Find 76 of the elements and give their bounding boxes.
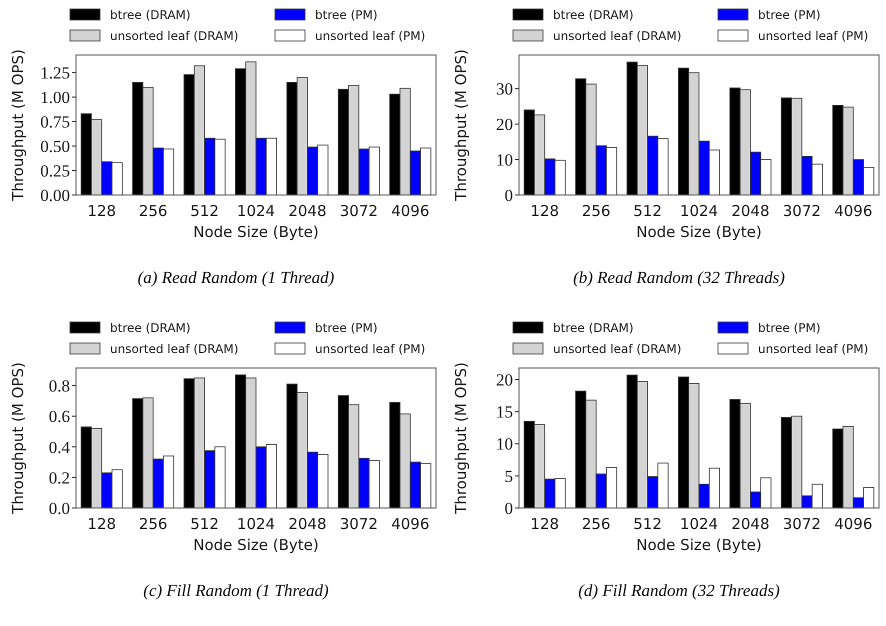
legend-label: unsorted leaf (PM) (758, 342, 868, 356)
legend-label: unsorted leaf (DRAM) (110, 29, 238, 43)
legend-label: unsorted leaf (PM) (315, 342, 426, 356)
y-tick-label: 0.25 (40, 161, 70, 180)
x-tick-label: 2048 (288, 202, 327, 220)
x-tick-label: 1024 (236, 202, 276, 220)
x-tick-label: 4096 (391, 515, 430, 533)
x-tick-label: 512 (633, 202, 662, 220)
y-tick-label: 5 (504, 466, 513, 486)
y-tick-label: 0.50 (40, 137, 70, 156)
x-tick-label: 3072 (782, 515, 821, 533)
y-tick-label: 10 (496, 434, 513, 454)
y-axis-title: Throughput (M OPS) (452, 49, 470, 202)
x-tick-label: 128 (530, 202, 560, 220)
y-tick-label: 0 (504, 498, 513, 518)
y-tick-label: 20 (496, 370, 513, 390)
x-tick-label: 4096 (834, 202, 872, 220)
x-tick-label: 2048 (731, 202, 770, 220)
x-tick-label: 256 (138, 202, 168, 220)
legend-label: btree (PM) (758, 321, 821, 335)
y-axis-title: Throughput (M OPS) (9, 362, 27, 515)
x-tick-label: 512 (190, 515, 219, 533)
legend-label: btree (DRAM) (553, 321, 634, 335)
y-tick-label: 0 (504, 186, 513, 205)
y-tick-label: 0.2 (48, 468, 70, 488)
x-tick-label: 1024 (680, 202, 718, 220)
text: (d) Fill Random (32 Threads) (578, 581, 780, 600)
y-tick-label: 1.25 (40, 64, 70, 83)
x-tick-label: 256 (138, 515, 168, 533)
x-axis-title: Node Size (Byte) (193, 223, 319, 241)
text: (b) Read Random (32 Threads) (573, 268, 786, 287)
x-tick-label: 2048 (731, 515, 770, 533)
y-tick-label: 0.00 (40, 186, 70, 205)
legend-label: btree (PM) (315, 8, 378, 22)
legend-label: unsorted leaf (PM) (315, 29, 426, 43)
y-axis-title: Throughput (M OPS) (9, 49, 27, 202)
text: (c) Fill Random (1 Thread) (143, 581, 330, 600)
legend-label: btree (PM) (758, 8, 821, 22)
legend-label: btree (DRAM) (553, 8, 634, 22)
legend-label: unsorted leaf (DRAM) (553, 342, 682, 356)
y-tick-label: 15 (496, 402, 513, 422)
x-tick-label: 512 (190, 202, 219, 220)
y-axis-title: Throughput (M OPS) (452, 362, 470, 515)
y-tick-label: 0.75 (40, 112, 70, 132)
x-axis-title: Node Size (Byte) (193, 536, 319, 554)
x-tick-label: 128 (87, 202, 116, 220)
x-tick-label: 2048 (288, 515, 327, 533)
y-tick-label: 1.00 (40, 88, 70, 108)
x-axis-title: Node Size (Byte) (636, 536, 762, 554)
y-tick-label: 30 (496, 80, 513, 99)
x-tick-label: 256 (582, 202, 610, 220)
legend-label: btree (PM) (315, 321, 378, 335)
legend-label: btree (DRAM) (110, 8, 191, 22)
x-tick-label: 1024 (236, 515, 276, 533)
x-tick-label: 3072 (340, 515, 378, 533)
legend-label: unsorted leaf (DRAM) (110, 342, 238, 356)
legend-label: unsorted leaf (DRAM) (553, 29, 682, 43)
y-tick-label: 0.0 (48, 498, 70, 518)
legend-label: unsorted leaf (PM) (758, 29, 868, 43)
x-tick-label: 3072 (340, 202, 378, 220)
text: (a) Read Random (1 Thread) (138, 268, 335, 287)
y-tick-label: 0.8 (48, 376, 70, 396)
x-tick-label: 4096 (834, 515, 872, 533)
x-tick-label: 1024 (680, 515, 718, 533)
y-tick-label: 0.4 (48, 438, 70, 457)
y-tick-label: 20 (496, 115, 513, 134)
x-tick-label: 128 (87, 515, 116, 533)
x-tick-label: 128 (530, 515, 560, 533)
x-axis-title: Node Size (Byte) (636, 223, 762, 241)
y-tick-label: 10 (496, 150, 513, 170)
y-tick-label: 0.6 (48, 407, 70, 426)
legend-label: btree (DRAM) (110, 321, 191, 335)
x-tick-label: 3072 (782, 202, 821, 220)
x-tick-label: 4096 (391, 202, 430, 220)
x-tick-label: 256 (582, 515, 610, 533)
x-tick-label: 512 (633, 515, 662, 533)
